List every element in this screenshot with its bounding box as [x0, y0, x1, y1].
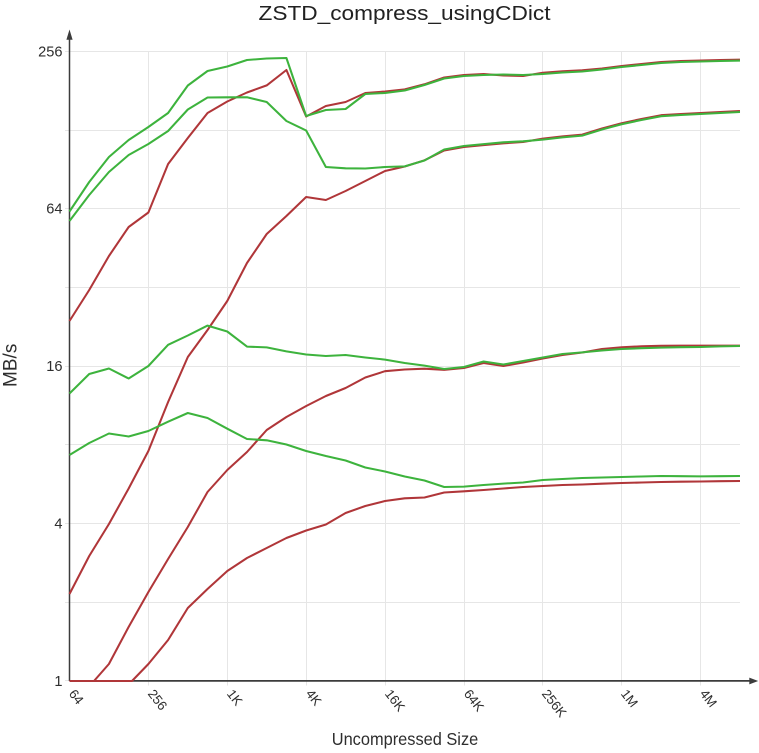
svg-text:1M: 1M	[618, 687, 641, 711]
svg-text:256: 256	[145, 687, 170, 714]
svg-text:16K: 16K	[382, 687, 408, 715]
svg-text:256K: 256K	[539, 687, 570, 721]
svg-text:MB/s: MB/s	[1, 344, 22, 387]
svg-text:64K: 64K	[461, 687, 487, 715]
svg-text:64: 64	[46, 202, 62, 218]
svg-text:256: 256	[38, 44, 62, 60]
svg-text:64: 64	[66, 687, 87, 708]
svg-text:16: 16	[46, 359, 62, 375]
svg-text:1: 1	[54, 674, 62, 690]
svg-text:4: 4	[54, 516, 62, 532]
svg-text:ZSTD_compress_usingCDict: ZSTD_compress_usingCDict	[259, 2, 551, 25]
svg-text:4K: 4K	[303, 687, 325, 709]
svg-text:Uncompressed Size: Uncompressed Size	[332, 729, 479, 749]
svg-text:4M: 4M	[697, 687, 720, 711]
svg-text:1K: 1K	[224, 687, 246, 709]
